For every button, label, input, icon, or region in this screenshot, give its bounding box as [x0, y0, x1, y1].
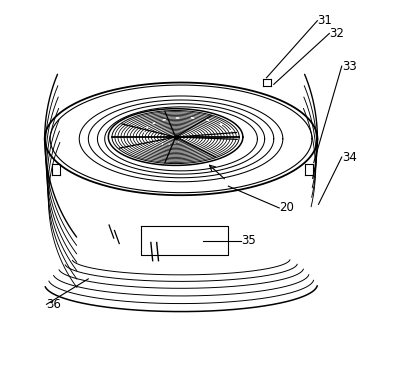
Text: 36: 36	[47, 298, 62, 311]
Text: 35: 35	[241, 234, 256, 247]
Text: 34: 34	[342, 150, 357, 164]
Text: 32: 32	[330, 27, 344, 40]
Text: 20: 20	[279, 201, 294, 215]
Text: 31: 31	[318, 14, 332, 27]
Text: 33: 33	[342, 59, 356, 73]
